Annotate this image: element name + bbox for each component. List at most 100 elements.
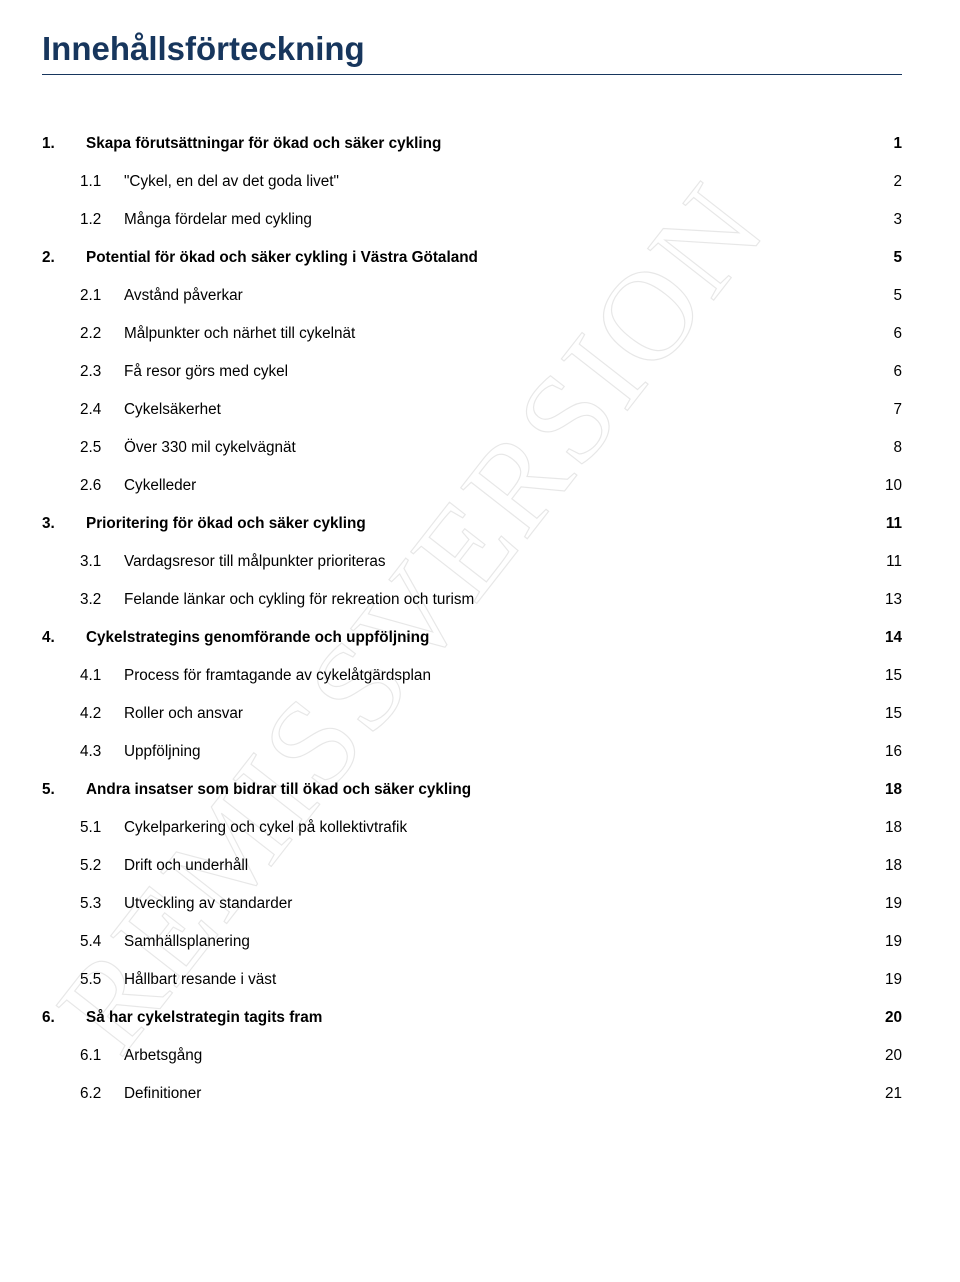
toc-entry-page: 15 xyxy=(862,705,902,723)
toc-entry-title: Cykelleder xyxy=(124,477,862,495)
toc-entry[interactable]: 5.2Drift och underhåll18 xyxy=(42,857,902,875)
toc-entry-page: 19 xyxy=(862,971,902,989)
toc-entry-number: 5.5 xyxy=(80,971,124,989)
toc-entry[interactable]: 1.2Många fördelar med cykling3 xyxy=(42,211,902,229)
toc-entry-title: Avstånd påverkar xyxy=(124,287,862,305)
toc-entry-title: "Cykel, en del av det goda livet" xyxy=(124,173,862,191)
toc-entry-number: 5.1 xyxy=(80,819,124,837)
toc-entry-page: 2 xyxy=(862,173,902,191)
toc-entry-title: Definitioner xyxy=(124,1085,862,1103)
toc-entry-number: 5.4 xyxy=(80,933,124,951)
toc-entry-number: 4. xyxy=(42,629,86,647)
toc-entry[interactable]: 2.Potential för ökad och säker cykling i… xyxy=(42,249,902,267)
toc-entry-title: Målpunkter och närhet till cykelnät xyxy=(124,325,862,343)
toc-entry[interactable]: 1.1"Cykel, en del av det goda livet"2 xyxy=(42,173,902,191)
toc-entry[interactable]: 6.Så har cykelstrategin tagits fram20 xyxy=(42,1009,902,1027)
toc-entry[interactable]: 6.2Definitioner21 xyxy=(42,1085,902,1103)
toc-entry-page: 18 xyxy=(862,857,902,875)
toc-entry-number: 1.1 xyxy=(80,173,124,191)
toc-entry-number: 5.3 xyxy=(80,895,124,913)
toc-entry-title: Felande länkar och cykling för rekreatio… xyxy=(124,591,862,609)
toc-entry-page: 13 xyxy=(862,591,902,609)
toc-entry-page: 19 xyxy=(862,895,902,913)
toc-entry-page: 1 xyxy=(862,135,902,153)
toc-entry-title: Skapa förutsättningar för ökad och säker… xyxy=(86,135,862,153)
toc-entry[interactable]: 1.Skapa förutsättningar för ökad och säk… xyxy=(42,135,902,153)
toc-entry-page: 20 xyxy=(862,1009,902,1027)
toc-entry-number: 4.1 xyxy=(80,667,124,685)
toc-entry-page: 5 xyxy=(862,287,902,305)
toc-entry-number: 4.2 xyxy=(80,705,124,723)
toc-entry-title: Få resor görs med cykel xyxy=(124,363,862,381)
toc-entry-page: 19 xyxy=(862,933,902,951)
toc-entry-page: 18 xyxy=(862,781,902,799)
toc-entry[interactable]: 2.6Cykelleder10 xyxy=(42,477,902,495)
toc-entry[interactable]: 4.1Process för framtagande av cykelåtgär… xyxy=(42,667,902,685)
toc-entry[interactable]: 4.3Uppföljning16 xyxy=(42,743,902,761)
toc-entry-page: 6 xyxy=(862,325,902,343)
toc-entry-title: Cykelstrategins genomförande och uppfölj… xyxy=(86,629,862,647)
toc-entry-title: Arbetsgång xyxy=(124,1047,862,1065)
toc-entry-title: Många fördelar med cykling xyxy=(124,211,862,229)
toc-entry-page: 10 xyxy=(862,477,902,495)
toc-entry-title: Samhällsplanering xyxy=(124,933,862,951)
toc-entry-title: Drift och underhåll xyxy=(124,857,862,875)
toc-entry[interactable]: 4.2Roller och ansvar15 xyxy=(42,705,902,723)
toc-entry[interactable]: 5.5Hållbart resande i väst19 xyxy=(42,971,902,989)
toc-entry-number: 3.1 xyxy=(80,553,124,571)
toc-entry-number: 6. xyxy=(42,1009,86,1027)
toc-entry[interactable]: 5.3Utveckling av standarder19 xyxy=(42,895,902,913)
toc-entry-page: 8 xyxy=(862,439,902,457)
toc-entry-page: 16 xyxy=(862,743,902,761)
toc-entry[interactable]: 4.Cykelstrategins genomförande och uppfö… xyxy=(42,629,902,647)
toc-entry-title: Uppföljning xyxy=(124,743,862,761)
toc-entry[interactable]: 3.Prioritering för ökad och säker cyklin… xyxy=(42,515,902,533)
table-of-contents: 1.Skapa förutsättningar för ökad och säk… xyxy=(42,135,902,1103)
toc-entry-number: 2.4 xyxy=(80,401,124,419)
toc-entry[interactable]: 6.1Arbetsgång20 xyxy=(42,1047,902,1065)
toc-entry-title: Prioritering för ökad och säker cykling xyxy=(86,515,862,533)
toc-entry-number: 5. xyxy=(42,781,86,799)
document-content: Innehållsförteckning 1.Skapa förutsättni… xyxy=(42,30,902,1103)
toc-entry-title: Över 330 mil cykelvägnät xyxy=(124,439,862,457)
toc-entry[interactable]: 5.4Samhällsplanering19 xyxy=(42,933,902,951)
toc-entry[interactable]: 5.1Cykelparkering och cykel på kollektiv… xyxy=(42,819,902,837)
toc-entry-number: 4.3 xyxy=(80,743,124,761)
toc-entry-title: Cykelsäkerhet xyxy=(124,401,862,419)
toc-entry-page: 6 xyxy=(862,363,902,381)
toc-entry-page: 11 xyxy=(862,553,902,571)
toc-entry-page: 18 xyxy=(862,819,902,837)
toc-entry-title: Andra insatser som bidrar till ökad och … xyxy=(86,781,862,799)
toc-entry[interactable]: 5.Andra insatser som bidrar till ökad oc… xyxy=(42,781,902,799)
toc-entry-page: 21 xyxy=(862,1085,902,1103)
toc-entry[interactable]: 2.2Målpunkter och närhet till cykelnät6 xyxy=(42,325,902,343)
toc-entry-title: Process för framtagande av cykelåtgärdsp… xyxy=(124,667,862,685)
toc-entry[interactable]: 2.1Avstånd påverkar5 xyxy=(42,287,902,305)
toc-entry-number: 6.2 xyxy=(80,1085,124,1103)
toc-entry-title: Potential för ökad och säker cykling i V… xyxy=(86,249,862,267)
toc-entry[interactable]: 2.5Över 330 mil cykelvägnät8 xyxy=(42,439,902,457)
toc-entry-page: 11 xyxy=(862,515,902,533)
toc-entry-title: Roller och ansvar xyxy=(124,705,862,723)
toc-entry-number: 2.5 xyxy=(80,439,124,457)
toc-entry-number: 2.1 xyxy=(80,287,124,305)
toc-entry-number: 2.2 xyxy=(80,325,124,343)
toc-entry[interactable]: 3.2Felande länkar och cykling för rekrea… xyxy=(42,591,902,609)
toc-entry-number: 2.3 xyxy=(80,363,124,381)
toc-entry-page: 15 xyxy=(862,667,902,685)
toc-entry[interactable]: 2.4Cykelsäkerhet7 xyxy=(42,401,902,419)
toc-entry-page: 14 xyxy=(862,629,902,647)
toc-entry-number: 2. xyxy=(42,249,86,267)
toc-entry-title: Så har cykelstrategin tagits fram xyxy=(86,1009,862,1027)
toc-entry-title: Vardagsresor till målpunkter prioriteras xyxy=(124,553,862,571)
toc-entry-page: 5 xyxy=(862,249,902,267)
toc-entry-number: 2.6 xyxy=(80,477,124,495)
page-title: Innehållsförteckning xyxy=(42,30,902,75)
toc-entry[interactable]: 2.3Få resor görs med cykel6 xyxy=(42,363,902,381)
toc-entry-title: Hållbart resande i väst xyxy=(124,971,862,989)
toc-entry-number: 6.1 xyxy=(80,1047,124,1065)
toc-entry-number: 3. xyxy=(42,515,86,533)
toc-entry[interactable]: 3.1Vardagsresor till målpunkter priorite… xyxy=(42,553,902,571)
toc-entry-page: 7 xyxy=(862,401,902,419)
toc-entry-number: 1. xyxy=(42,135,86,153)
